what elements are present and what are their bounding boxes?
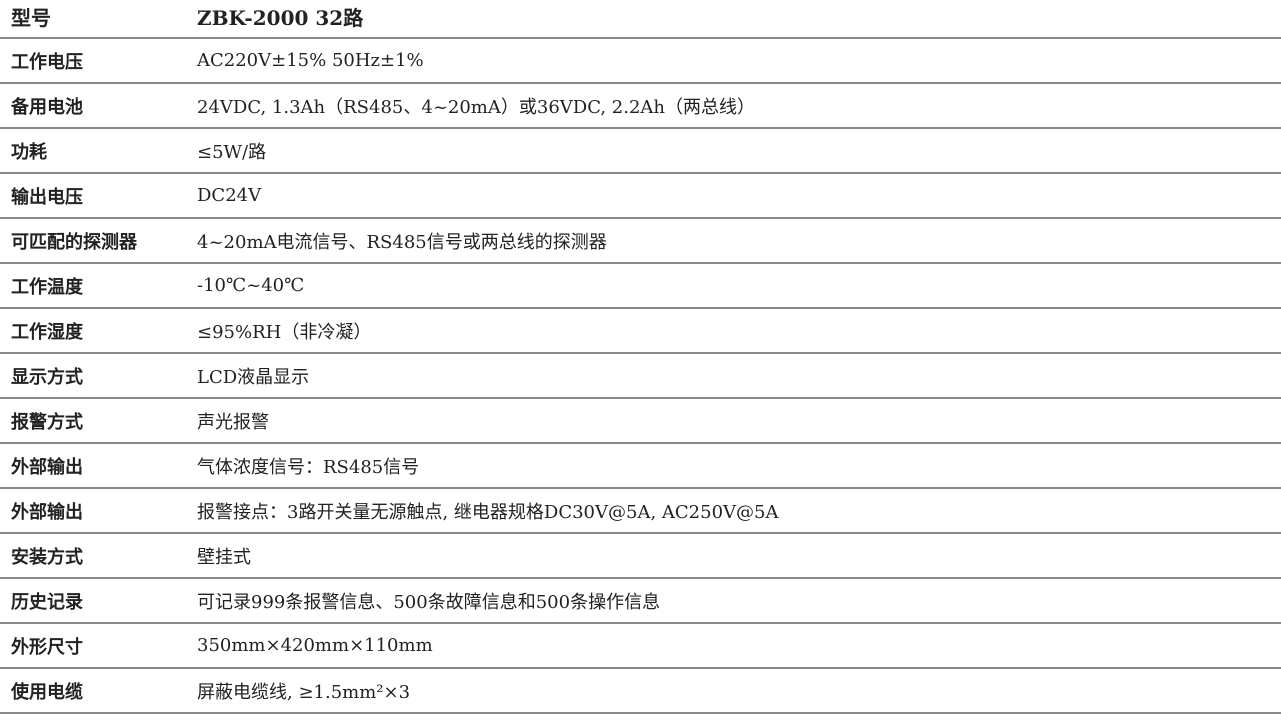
spec-value: 气体浓度信号：RS485信号 bbox=[197, 456, 420, 478]
spec-label: 可匹配的探测器 bbox=[11, 231, 137, 253]
spec-value: 屏蔽电缆线, ≥1.5mm²×3 bbox=[197, 681, 411, 703]
table-row: 备用电池 24VDC, 1.3Ah（RS485、4~20mA）或36VDC, 2.… bbox=[0, 84, 1281, 129]
spec-label: 输出电压 bbox=[11, 186, 83, 208]
spec-value: -10℃~40℃ bbox=[197, 275, 305, 296]
spec-value: 壁挂式 bbox=[197, 546, 251, 568]
table-row: 报警方式 声光报警 bbox=[0, 399, 1281, 444]
spec-label: 安装方式 bbox=[11, 546, 83, 568]
spec-label: 工作电压 bbox=[11, 51, 83, 73]
spec-label: 显示方式 bbox=[11, 366, 83, 388]
spec-value: 24VDC, 1.3Ah（RS485、4~20mA）或36VDC, 2.2Ah（… bbox=[197, 96, 755, 118]
table-row: 工作湿度 ≤95%RH（非冷凝） bbox=[0, 309, 1281, 354]
table-row: 使用电缆 屏蔽电缆线, ≥1.5mm²×3 bbox=[0, 669, 1281, 714]
spec-value: DC24V bbox=[197, 185, 262, 206]
spec-value: ZBK-2000 32路 bbox=[197, 6, 364, 30]
spec-label: 备用电池 bbox=[11, 96, 83, 118]
table-row: 安装方式 壁挂式 bbox=[0, 534, 1281, 579]
spec-value: LCD液晶显示 bbox=[197, 366, 310, 388]
spec-value: 声光报警 bbox=[197, 411, 269, 433]
table-row: 输出电压 DC24V bbox=[0, 174, 1281, 219]
spec-value: AC220V±15% 50Hz±1% bbox=[197, 50, 424, 71]
table-row: 功耗 ≤5W/路 bbox=[0, 129, 1281, 174]
spec-label: 外部输出 bbox=[11, 501, 83, 523]
spec-label: 功耗 bbox=[11, 141, 47, 163]
spec-value: 报警接点：3路开关量无源触点, 继电器规格DC30V@5A, AC250V@5A bbox=[197, 501, 779, 523]
spec-value: ≤5W/路 bbox=[197, 141, 267, 163]
table-row: 可匹配的探测器 4~20mA电流信号、RS485信号或两总线的探测器 bbox=[0, 219, 1281, 264]
spec-label: 历史记录 bbox=[11, 591, 83, 613]
spec-label: 外形尺寸 bbox=[11, 636, 83, 658]
spec-label: 使用电缆 bbox=[11, 681, 83, 703]
spec-label: 工作温度 bbox=[11, 276, 83, 298]
spec-label: 型号 bbox=[11, 6, 51, 30]
table-row: 历史记录 可记录999条报警信息、500条故障信息和500条操作信息 bbox=[0, 579, 1281, 624]
table-row: 外形尺寸 350mm×420mm×110mm bbox=[0, 624, 1281, 669]
table-row: 外部输出 报警接点：3路开关量无源触点, 继电器规格DC30V@5A, AC250… bbox=[0, 489, 1281, 534]
spec-label: 外部输出 bbox=[11, 456, 83, 478]
table-row: 工作温度 -10℃~40℃ bbox=[0, 264, 1281, 309]
table-row: 型号 ZBK-2000 32路 bbox=[0, 0, 1281, 39]
spec-value: 可记录999条报警信息、500条故障信息和500条操作信息 bbox=[197, 591, 661, 613]
spec-value: ≤95%RH（非冷凝） bbox=[197, 321, 372, 343]
spec-value: 4~20mA电流信号、RS485信号或两总线的探测器 bbox=[197, 231, 607, 253]
table-row: 显示方式 LCD液晶显示 bbox=[0, 354, 1281, 399]
spec-label: 工作湿度 bbox=[11, 321, 83, 343]
spec-label: 报警方式 bbox=[11, 411, 83, 433]
table-row: 工作电压 AC220V±15% 50Hz±1% bbox=[0, 39, 1281, 84]
table-row: 外部输出 气体浓度信号：RS485信号 bbox=[0, 444, 1281, 489]
spec-value: 350mm×420mm×110mm bbox=[197, 635, 433, 656]
